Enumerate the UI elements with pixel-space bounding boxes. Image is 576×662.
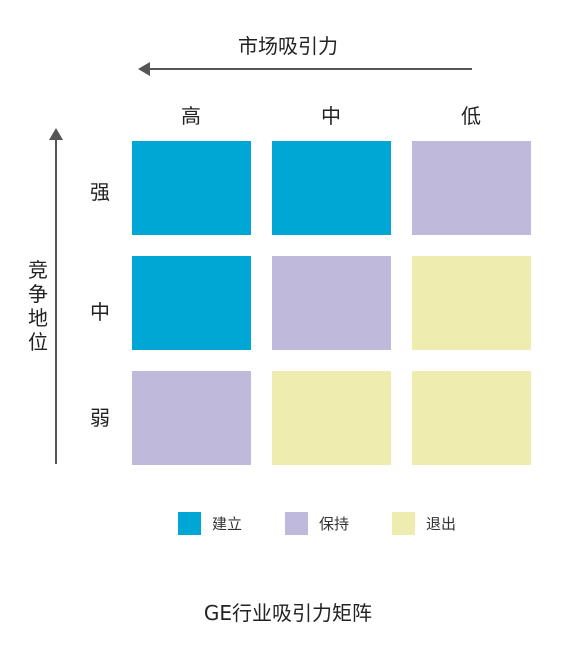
legend-swatch-hold (285, 512, 308, 535)
matrix-cell (132, 371, 251, 465)
matrix-cell (412, 371, 531, 465)
row-header-strong: 强 (90, 180, 110, 204)
up-arrow-icon (49, 128, 63, 464)
matrix-cell (272, 141, 391, 235)
legend-label-hold: 保持 (319, 515, 350, 533)
column-header-low: 低 (461, 104, 481, 128)
x-axis-title: 市场吸引力 (238, 34, 338, 58)
matrix-cell (272, 256, 391, 350)
column-header-mid: 中 (321, 104, 341, 128)
matrix-cell (412, 141, 531, 235)
matrix-cell (132, 141, 251, 235)
row-header-weak: 弱 (90, 406, 110, 430)
legend-swatch-build (178, 512, 201, 535)
matrix-cell (272, 371, 391, 465)
legend-label-build: 建立 (212, 515, 243, 533)
diagram-caption: GE行业吸引力矩阵 (203, 601, 373, 625)
matrix-cell (132, 256, 251, 350)
y-axis-title: 竞争地位 (28, 258, 48, 354)
left-arrow-icon (138, 62, 472, 76)
legend-label-exit: 退出 (426, 515, 457, 533)
row-header-mid: 中 (90, 300, 110, 324)
column-header-high: 高 (181, 104, 201, 128)
legend-swatch-exit (392, 512, 415, 535)
matrix-cell (412, 256, 531, 350)
